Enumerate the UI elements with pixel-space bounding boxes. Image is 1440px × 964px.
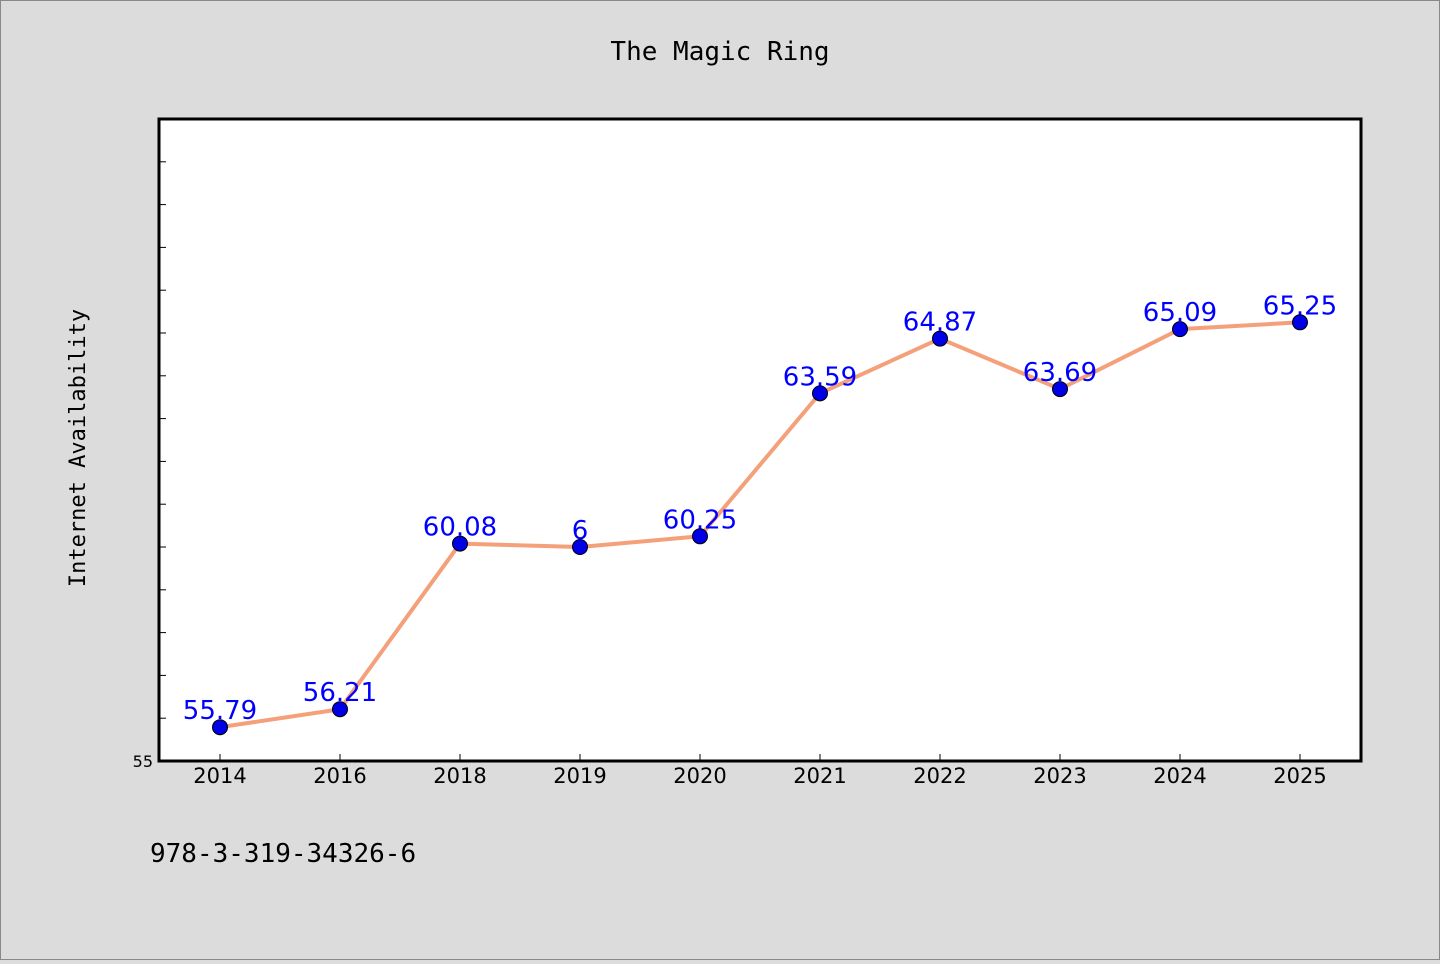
x-tick-labels: 2014 2016 2018 2019 2020 2021 2022 2023 2024 2025 xyxy=(193,764,1326,788)
x-tick-label: 2025 xyxy=(1273,764,1326,788)
data-point xyxy=(452,535,468,552)
data-label: 65.25 xyxy=(1263,291,1337,321)
x-tick-label: 2018 xyxy=(433,764,486,788)
y-axis-label: Internet Availability xyxy=(66,309,91,587)
data-point xyxy=(932,330,948,347)
data-point xyxy=(212,719,228,736)
axis-ticks xyxy=(159,161,1301,761)
y-tick-label: 55 xyxy=(133,752,153,771)
x-tick-label: 2022 xyxy=(913,764,966,788)
x-tick-label: 2016 xyxy=(313,764,366,788)
data-label: 56.21 xyxy=(303,678,377,708)
data-label: 60.25 xyxy=(663,505,737,535)
series-line xyxy=(219,320,1301,730)
plot-area xyxy=(157,117,1363,763)
data-point xyxy=(692,528,708,545)
data-point xyxy=(1052,381,1068,398)
data-point xyxy=(1292,314,1308,331)
data-label: 65.09 xyxy=(1143,298,1217,328)
data-point xyxy=(332,701,348,718)
y-tick-labels: 55 xyxy=(133,752,153,771)
data-label: 64.87 xyxy=(903,308,977,338)
x-tick-label: 2023 xyxy=(1033,764,1086,788)
x-tick-label: 2019 xyxy=(553,764,606,788)
data-label: 60.08 xyxy=(423,513,497,543)
x-tick-label: 2024 xyxy=(1153,764,1206,788)
data-label: 55.79 xyxy=(183,696,257,726)
data-label: 63.59 xyxy=(783,362,857,392)
chart-title: The Magic Ring xyxy=(610,37,829,67)
data-point xyxy=(1172,321,1188,338)
series-group: 55.79 56.21 60.08 6 60.25 63.59 64.87 63.69 65.0… xyxy=(183,291,1337,736)
x-tick-label: 2021 xyxy=(793,764,846,788)
isbn-footer: 978-3-319-34326-6 xyxy=(150,839,416,869)
data-point xyxy=(572,539,588,555)
x-tick-label: 2014 xyxy=(193,764,246,788)
data-point xyxy=(812,385,828,402)
data-label: 6 xyxy=(572,516,589,546)
x-tick-label: 2020 xyxy=(673,764,726,788)
data-label: 63.69 xyxy=(1023,358,1097,388)
